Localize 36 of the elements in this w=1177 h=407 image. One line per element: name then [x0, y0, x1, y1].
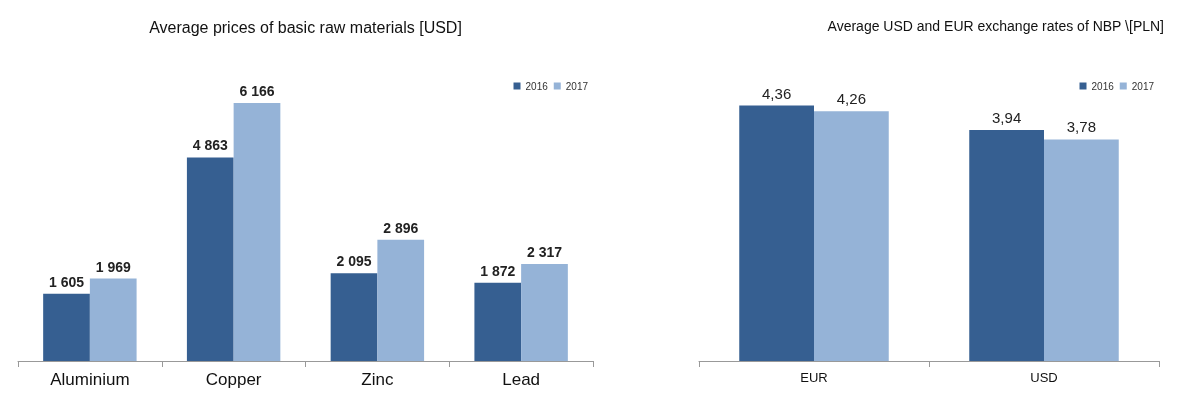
- chart-title: Average USD and EUR exchange rates of NBP \[PLN]: [827, 18, 1164, 34]
- legend-label: 2017: [1131, 80, 1155, 92]
- x-tick-label: Zinc: [361, 370, 394, 389]
- data-label: 3,94: [992, 109, 1022, 127]
- data-label: 6 166: [239, 82, 275, 99]
- bar: [43, 293, 90, 361]
- bar: [1044, 139, 1119, 361]
- data-label: 1 969: [95, 258, 131, 275]
- x-tick-label: Lead: [502, 370, 541, 389]
- x-tick-label: USD: [1030, 370, 1058, 385]
- bar: [969, 130, 1044, 361]
- x-tick-label: Copper: [205, 370, 262, 389]
- bar: [521, 264, 568, 361]
- data-label: 1 605: [48, 273, 85, 290]
- data-label: 3,78: [1066, 118, 1096, 136]
- data-label: 2 896: [383, 219, 419, 236]
- bar: [330, 273, 378, 361]
- bar: [377, 239, 425, 361]
- data-label: 4 863: [192, 137, 228, 154]
- x-tick-label: EUR: [800, 370, 828, 385]
- bar: [89, 278, 137, 361]
- legend-label: 2017: [565, 80, 589, 92]
- legend-label: 2016: [525, 80, 549, 92]
- data-label: 4,26: [836, 90, 866, 108]
- bar: [474, 282, 522, 361]
- x-tick-label: Aluminium: [50, 370, 130, 389]
- legend-label: 2016: [1091, 80, 1115, 92]
- data-label: 1 872: [480, 262, 516, 279]
- data-label: 2 317: [526, 244, 563, 261]
- bar: [186, 157, 234, 361]
- data-label: 2 095: [336, 253, 372, 270]
- data-label: 4,36: [762, 84, 792, 102]
- bar: [233, 102, 281, 361]
- chart-title: Average prices of basic raw materials [USD]: [149, 18, 462, 36]
- bar: [814, 111, 889, 361]
- bar: [739, 105, 814, 361]
